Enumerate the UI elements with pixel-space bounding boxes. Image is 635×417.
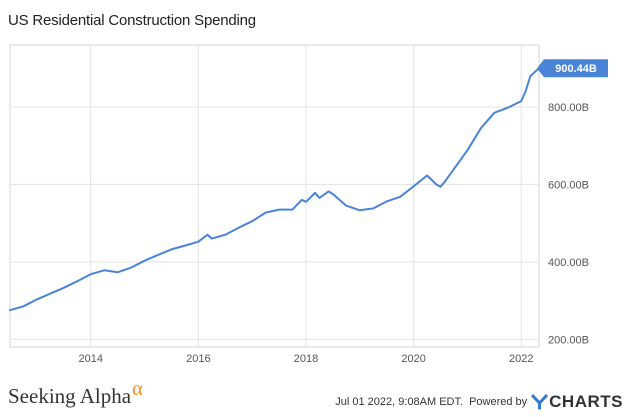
x-tick-label: 2018 bbox=[294, 353, 318, 365]
x-tick-label: 2022 bbox=[509, 353, 533, 365]
ycharts-logo[interactable]: CHARTS bbox=[531, 392, 623, 412]
timestamp: Jul 01 2022, 9:08AM EDT. bbox=[335, 396, 464, 408]
x-tick-label: 2020 bbox=[401, 353, 425, 365]
last-value-badge: 900.44B bbox=[537, 59, 608, 78]
alpha-icon: α bbox=[132, 378, 143, 400]
last-value-label: 900.44B bbox=[555, 63, 597, 75]
seeking-alpha-logo[interactable]: Seeking Alphaα bbox=[8, 378, 143, 409]
grid-lines bbox=[10, 45, 539, 347]
x-axis-ticks: 2014 2016 2018 2020 2022 bbox=[78, 353, 533, 365]
brand-name: Seeking Alpha bbox=[8, 384, 132, 408]
x-tick-label: 2016 bbox=[186, 353, 210, 365]
series-line bbox=[9, 67, 540, 312]
y-tick-label: 200.00B bbox=[548, 334, 589, 346]
last-value-badge-shape bbox=[537, 59, 608, 78]
line-chart: 2014 2016 2018 2020 2022 200.00B 400.00B 600.0… bbox=[9, 44, 608, 365]
ycharts-y-icon bbox=[531, 394, 549, 410]
y-tick-label: 800.00B bbox=[548, 102, 589, 114]
y-tick-label: 600.00B bbox=[548, 179, 589, 191]
x-tick-label: 2014 bbox=[78, 353, 102, 365]
footer-attribution: Jul 01 2022, 9:08AM EDT. Powered by CHAR… bbox=[335, 392, 623, 412]
ycharts-wordmark: CHARTS bbox=[549, 392, 623, 411]
chart-title: US Residential Construction Spending bbox=[8, 12, 256, 29]
plot-area bbox=[9, 44, 540, 348]
y-tick-label: 400.00B bbox=[548, 257, 589, 269]
y-axis-ticks: 200.00B 400.00B 600.00B 800.00B bbox=[548, 102, 589, 346]
powered-by-label: Powered by bbox=[469, 396, 528, 408]
